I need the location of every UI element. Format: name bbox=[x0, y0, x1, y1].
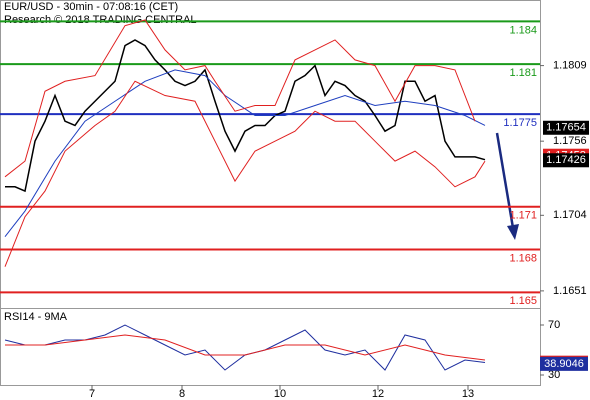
level-label: 1.168 bbox=[509, 252, 537, 264]
level-label: 1.181 bbox=[509, 67, 537, 79]
series-line bbox=[4, 80, 486, 267]
price-tag bbox=[543, 153, 589, 168]
level-label: 1.165 bbox=[509, 295, 537, 307]
arrow-head bbox=[507, 224, 519, 240]
level-label: 1.1775 bbox=[503, 117, 537, 129]
rsi-tick-label: 70 bbox=[548, 319, 560, 331]
series-line bbox=[4, 69, 486, 238]
price-tag-label: 1.17426 bbox=[546, 154, 586, 166]
rsi-tag bbox=[540, 356, 588, 371]
plot-frame bbox=[0, 0, 541, 386]
x-tick-label: 7 bbox=[89, 388, 95, 400]
rsi-title: RSI14 - 9MA bbox=[4, 311, 68, 323]
arrow-shaft bbox=[495, 132, 515, 229]
y-tick-label: 1.1756 bbox=[553, 135, 587, 147]
chart-title: EUR/USD - 30min - 07:08:16 (CET) bbox=[4, 1, 178, 13]
y-tick-label: 1.1651 bbox=[553, 285, 587, 297]
series-line bbox=[4, 19, 476, 178]
level-label: 1.171 bbox=[509, 210, 537, 222]
price-tag bbox=[543, 120, 589, 135]
y-tick-label: 1.1704 bbox=[553, 209, 587, 221]
x-tick-label: 8 bbox=[179, 388, 185, 400]
price-tag-label: 1.17654 bbox=[546, 122, 586, 134]
level-label: 1.184 bbox=[509, 24, 537, 36]
series-line bbox=[5, 39, 486, 193]
x-tick-label: 13 bbox=[462, 388, 474, 400]
forecast-arrow bbox=[495, 132, 519, 240]
chart-subtitle: Research © 2018 TRADING CENTRAL bbox=[4, 14, 197, 26]
x-tick-label: 10 bbox=[274, 388, 286, 400]
x-tick-label: 12 bbox=[372, 388, 384, 400]
series-line bbox=[5, 334, 486, 361]
rsi-tick-label: 30 bbox=[548, 369, 560, 381]
y-tick-label: 1.1809 bbox=[553, 59, 587, 71]
rsi-tag-label: 38.9046 bbox=[544, 358, 584, 370]
